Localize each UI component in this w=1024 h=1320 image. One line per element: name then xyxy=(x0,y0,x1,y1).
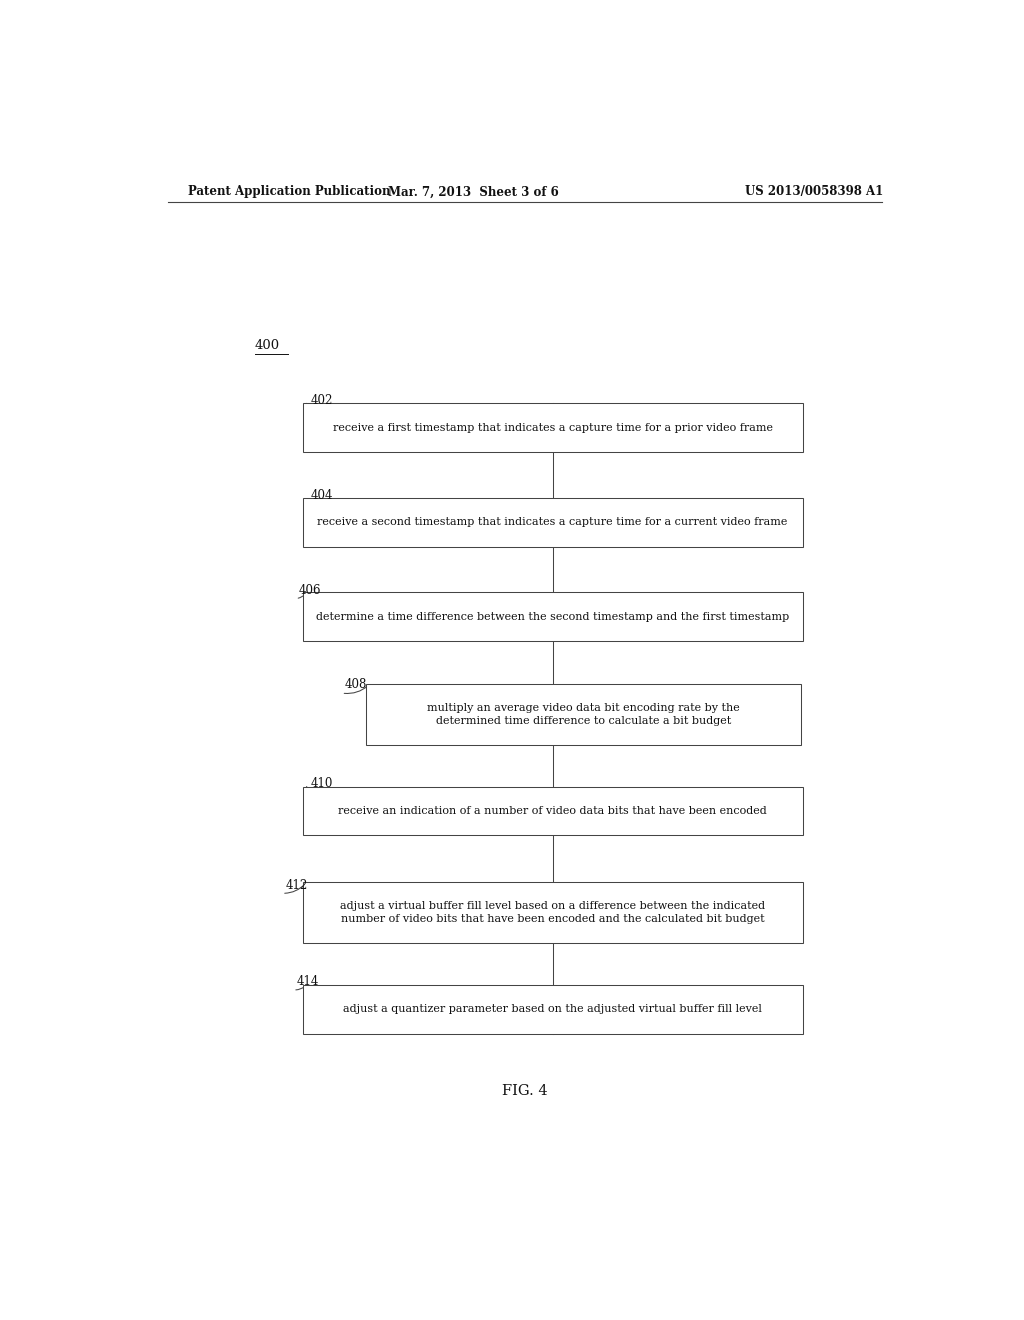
Text: determine a time difference between the second timestamp and the first timestamp: determine a time difference between the … xyxy=(316,611,790,622)
Text: 412: 412 xyxy=(285,879,307,891)
Text: FIG. 4: FIG. 4 xyxy=(502,1085,548,1098)
Text: 404: 404 xyxy=(310,490,333,503)
FancyBboxPatch shape xyxy=(303,404,803,453)
FancyBboxPatch shape xyxy=(303,593,803,642)
FancyBboxPatch shape xyxy=(303,498,803,546)
Text: 402: 402 xyxy=(310,393,333,407)
Text: receive an indication of a number of video data bits that have been encoded: receive an indication of a number of vid… xyxy=(338,807,767,816)
Text: receive a second timestamp that indicates a capture time for a current video fra: receive a second timestamp that indicate… xyxy=(317,517,787,527)
Text: 408: 408 xyxy=(345,678,367,692)
Text: adjust a quantizer parameter based on the adjusted virtual buffer fill level: adjust a quantizer parameter based on th… xyxy=(343,1005,762,1014)
Text: adjust a virtual buffer fill level based on a difference between the indicated
n: adjust a virtual buffer fill level based… xyxy=(340,902,765,924)
Text: 414: 414 xyxy=(296,975,318,989)
Text: US 2013/0058398 A1: US 2013/0058398 A1 xyxy=(745,185,884,198)
Text: Patent Application Publication: Patent Application Publication xyxy=(187,185,390,198)
FancyBboxPatch shape xyxy=(366,684,801,744)
FancyBboxPatch shape xyxy=(303,882,803,942)
Text: Mar. 7, 2013  Sheet 3 of 6: Mar. 7, 2013 Sheet 3 of 6 xyxy=(388,185,558,198)
FancyBboxPatch shape xyxy=(303,787,803,836)
Text: 400: 400 xyxy=(255,338,281,351)
Text: multiply an average video data bit encoding rate by the
determined time differen: multiply an average video data bit encod… xyxy=(427,702,740,726)
FancyBboxPatch shape xyxy=(303,985,803,1034)
Text: 406: 406 xyxy=(299,583,322,597)
Text: receive a first timestamp that indicates a capture time for a prior video frame: receive a first timestamp that indicates… xyxy=(333,422,772,433)
Text: 410: 410 xyxy=(310,777,333,789)
